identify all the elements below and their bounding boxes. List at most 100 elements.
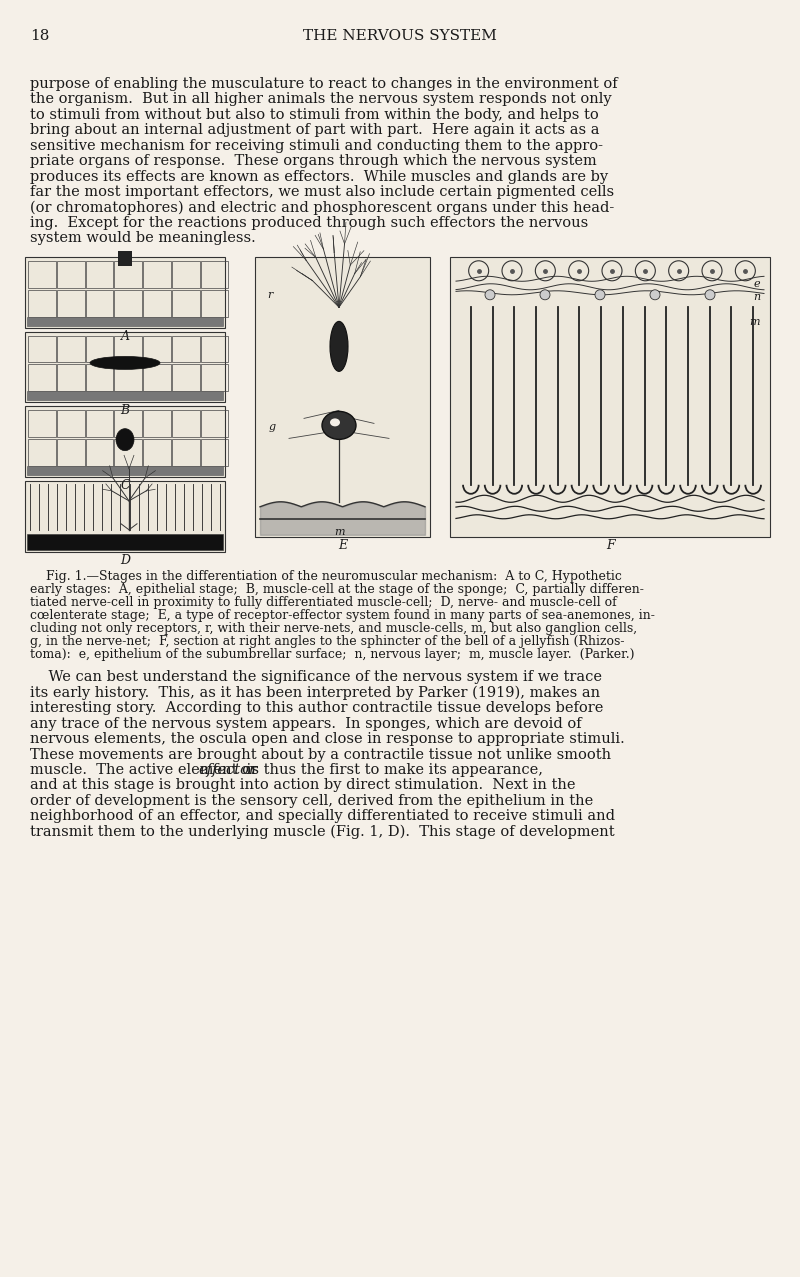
Text: effector: effector — [198, 762, 257, 776]
Bar — [201, 261, 229, 287]
Ellipse shape — [330, 322, 348, 372]
Bar — [143, 290, 171, 317]
Bar — [57, 410, 85, 437]
Bar — [27, 534, 223, 550]
Bar — [25, 406, 225, 478]
Text: order of development is the sensory cell, derived from the epithelium in the: order of development is the sensory cell… — [30, 794, 594, 808]
Text: system would be meaningless.: system would be meaningless. — [30, 231, 256, 245]
Bar — [450, 257, 770, 536]
Text: the organism.  But in all higher animals the nervous system responds not only: the organism. But in all higher animals … — [30, 92, 612, 106]
Bar — [28, 290, 56, 317]
Text: n: n — [753, 291, 760, 301]
Bar — [28, 410, 56, 437]
Circle shape — [650, 290, 660, 300]
Text: Fig. 1.—Stages in the differentiation of the neuromuscular mechanism:  A to C, H: Fig. 1.—Stages in the differentiation of… — [30, 570, 622, 582]
Text: interesting story.  According to this author contractile tissue develops before: interesting story. According to this aut… — [30, 701, 603, 715]
Bar — [143, 261, 171, 287]
Bar — [27, 317, 223, 326]
Bar — [27, 391, 223, 400]
Bar — [28, 336, 56, 363]
Bar — [86, 290, 114, 317]
Bar — [25, 257, 225, 327]
Bar — [86, 336, 114, 363]
Bar — [28, 439, 56, 466]
Bar — [114, 364, 142, 391]
Text: F: F — [606, 539, 614, 552]
Bar — [27, 466, 223, 475]
Text: priate organs of response.  These organs through which the nervous system: priate organs of response. These organs … — [30, 155, 597, 169]
Bar — [201, 439, 229, 466]
Circle shape — [595, 290, 605, 300]
Bar — [143, 364, 171, 391]
Bar — [118, 252, 132, 266]
Text: sensitive mechanism for receiving stimuli and conducting them to the appro-: sensitive mechanism for receiving stimul… — [30, 139, 603, 153]
Bar — [201, 410, 229, 437]
Text: transmit them to the underlying muscle (Fig. 1, D).  This stage of development: transmit them to the underlying muscle (… — [30, 825, 614, 839]
Text: THE NERVOUS SYSTEM: THE NERVOUS SYSTEM — [303, 29, 497, 43]
Bar — [57, 336, 85, 363]
Ellipse shape — [90, 356, 160, 369]
Text: E: E — [338, 539, 347, 552]
Circle shape — [485, 290, 495, 300]
Text: We can best understand the significance of the nervous system if we trace: We can best understand the significance … — [30, 670, 602, 684]
Text: its early history.  This, as it has been interpreted by Parker (1919), makes an: its early history. This, as it has been … — [30, 686, 600, 700]
Text: purpose of enabling the musculature to react to changes in the environment of: purpose of enabling the musculature to r… — [30, 77, 618, 91]
Text: far the most important effectors, we must also include certain pigmented cells: far the most important effectors, we mus… — [30, 185, 614, 199]
Text: produces its effects are known as effectors.  While muscles and glands are by: produces its effects are known as effect… — [30, 170, 608, 184]
Text: m: m — [334, 527, 344, 536]
Ellipse shape — [322, 411, 356, 439]
Bar — [201, 290, 229, 317]
Bar — [25, 481, 225, 552]
Bar — [86, 439, 114, 466]
Text: g: g — [269, 423, 276, 433]
Bar — [201, 336, 229, 363]
Bar — [172, 290, 200, 317]
Bar — [172, 364, 200, 391]
Text: D: D — [120, 554, 130, 567]
Bar — [57, 290, 85, 317]
Text: ing.  Except for the reactions produced through such effectors the nervous: ing. Except for the reactions produced t… — [30, 216, 588, 230]
Bar — [201, 364, 229, 391]
Text: (or chromatophores) and electric and phosphorescent organs under this head-: (or chromatophores) and electric and pho… — [30, 200, 614, 215]
Bar — [114, 290, 142, 317]
Text: is thus the first to make its appearance,: is thus the first to make its appearance… — [242, 762, 543, 776]
Bar — [86, 410, 114, 437]
Ellipse shape — [330, 419, 340, 427]
Text: r: r — [267, 290, 272, 300]
Text: and at this stage is brought into action by direct stimulation.  Next in the: and at this stage is brought into action… — [30, 779, 575, 793]
Bar — [172, 336, 200, 363]
Bar — [172, 439, 200, 466]
Text: 18: 18 — [30, 29, 50, 43]
Bar — [143, 439, 171, 466]
Text: toma):  e, epithelium of the subumbrellar surface;  n, nervous layer;  m, muscle: toma): e, epithelium of the subumbrellar… — [30, 649, 634, 661]
Bar — [114, 336, 142, 363]
Bar — [114, 261, 142, 287]
Bar — [28, 261, 56, 287]
Bar — [255, 257, 430, 536]
Text: early stages:  A, epithelial stage;  B, muscle-cell at the stage of the sponge; : early stages: A, epithelial stage; B, mu… — [30, 582, 644, 596]
Bar — [143, 410, 171, 437]
Bar — [172, 410, 200, 437]
Text: cœlenterate stage;  E, a type of receptor-effector system found in many parts of: cœlenterate stage; E, a type of receptor… — [30, 609, 655, 622]
Text: e: e — [754, 278, 760, 289]
Text: B: B — [121, 405, 130, 418]
Circle shape — [540, 290, 550, 300]
Bar — [25, 332, 225, 402]
Text: tiated nerve-cell in proximity to fully differentiated muscle-cell;  D, nerve- a: tiated nerve-cell in proximity to fully … — [30, 596, 617, 609]
Bar — [114, 439, 142, 466]
Text: muscle.  The active element or: muscle. The active element or — [30, 762, 262, 776]
Bar — [86, 364, 114, 391]
Bar — [57, 439, 85, 466]
Bar — [86, 261, 114, 287]
Text: any trace of the nervous system appears.  In sponges, which are devoid of: any trace of the nervous system appears.… — [30, 716, 582, 730]
Text: to stimuli from without but also to stimuli from within the body, and helps to: to stimuli from without but also to stim… — [30, 107, 598, 121]
Bar — [172, 261, 200, 287]
Text: neighborhood of an effector, and specially differentiated to receive stimuli and: neighborhood of an effector, and special… — [30, 810, 615, 824]
Bar — [114, 410, 142, 437]
Circle shape — [705, 290, 715, 300]
Bar — [28, 364, 56, 391]
Text: g, in the nerve-net;  F, section at right angles to the sphincter of the bell of: g, in the nerve-net; F, section at right… — [30, 635, 625, 647]
Text: bring about an internal adjustment of part with part.  Here again it acts as a: bring about an internal adjustment of pa… — [30, 124, 599, 138]
Bar — [143, 336, 171, 363]
Text: A: A — [121, 329, 130, 342]
